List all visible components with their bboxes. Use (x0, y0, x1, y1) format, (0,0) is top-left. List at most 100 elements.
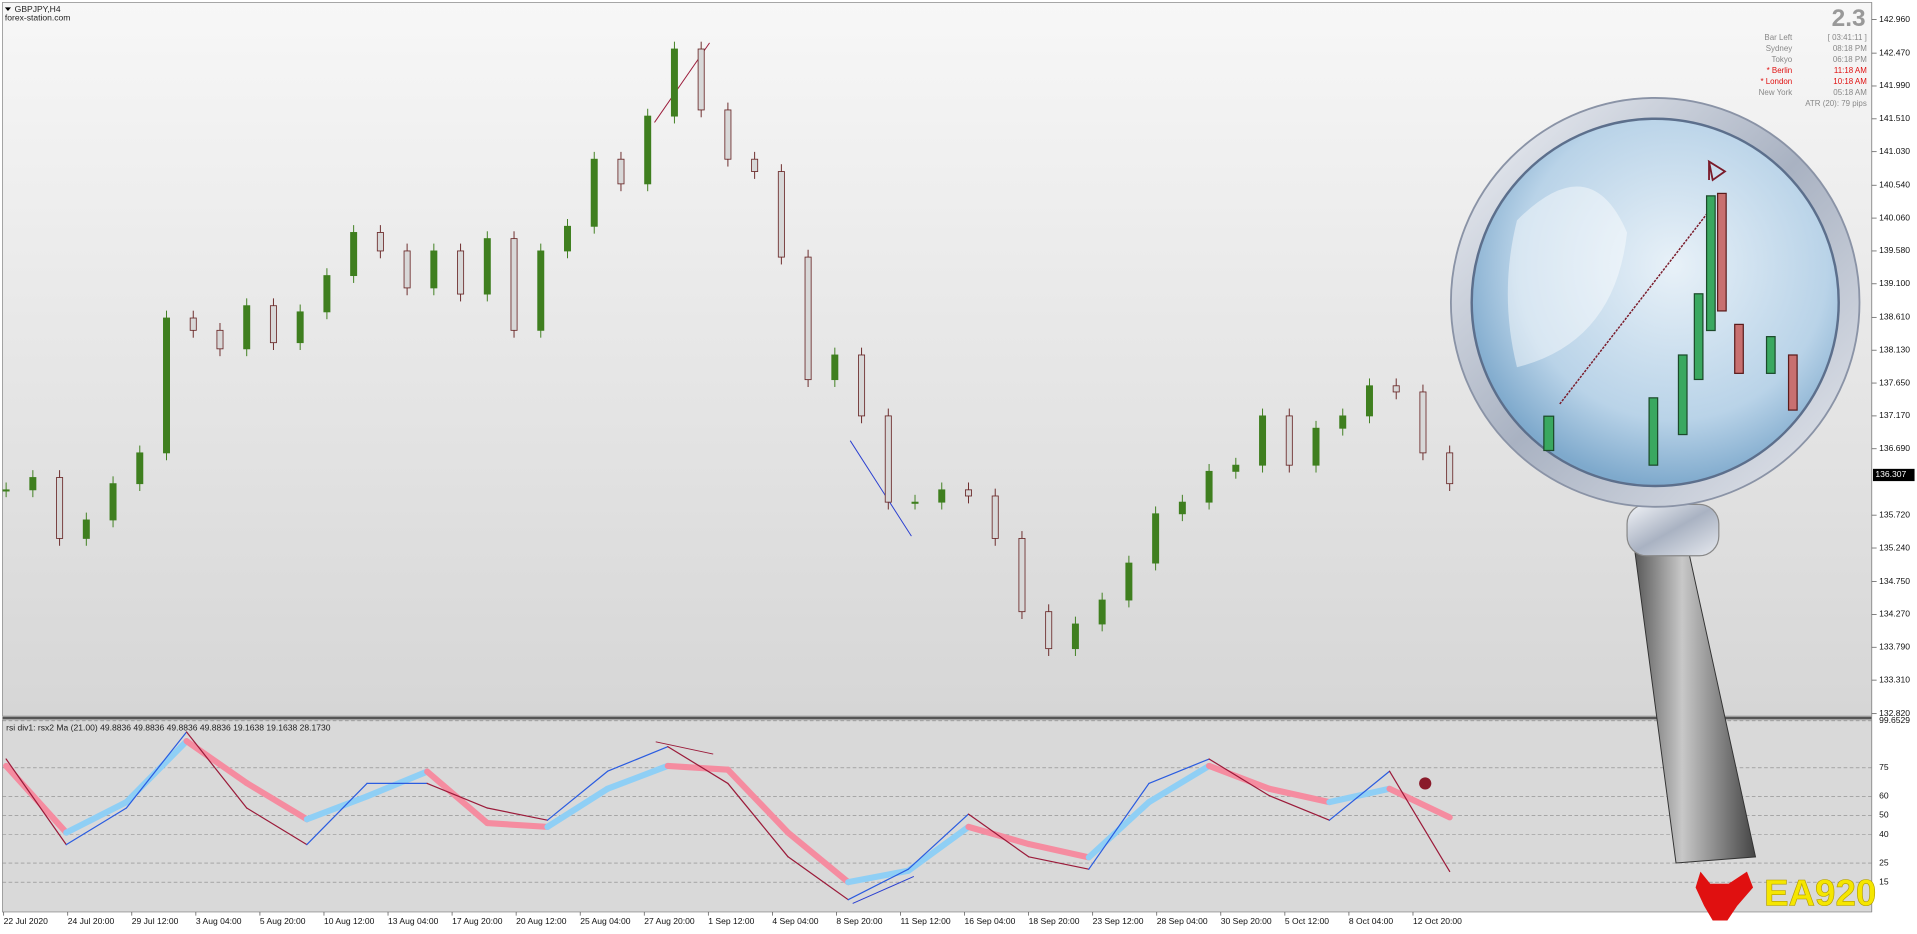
divergence-line (849, 440, 912, 537)
info-value: 05:18 AM (1833, 88, 1867, 97)
indicator-segment (724, 766, 792, 836)
candle (938, 489, 946, 503)
zoom-candle (1787, 354, 1798, 411)
y-tick-label: 141.990 (1879, 80, 1910, 90)
signal-dot (1419, 777, 1432, 790)
candle (617, 158, 625, 185)
x-tick-label: 4 Sep 04:00 (772, 916, 818, 926)
info-label: Bar Left (1764, 33, 1793, 42)
candle (751, 158, 759, 172)
info-panel: Bar Left [ 03:41:11 ] Sydney 08:18 PM Tokyo 0… (1759, 33, 1867, 108)
zoom-divergence (1559, 213, 1708, 405)
candle (323, 275, 331, 313)
indicator-segment (784, 829, 852, 886)
indicator-segment (303, 793, 371, 823)
y-tick-label: 138.610 (1879, 312, 1910, 322)
x-tick-label: 22 Jul 2020 (4, 916, 48, 926)
indicator-segment (65, 807, 128, 846)
logo-icon (1695, 871, 1754, 921)
indicator-segment (1025, 840, 1092, 861)
y-tick-label: 139.580 (1879, 245, 1910, 255)
candle (965, 489, 972, 497)
indicator-segment (664, 762, 731, 773)
indicator-segment (967, 813, 1030, 858)
indicator-segment (486, 807, 549, 821)
y-tick-label: 15 (1879, 876, 1889, 886)
candle (777, 171, 785, 258)
indicator-segment (845, 867, 912, 886)
y-tick-label: 139.100 (1879, 278, 1910, 288)
candle (537, 250, 545, 331)
candle (510, 238, 518, 331)
y-tick-label: 132.820 (1879, 708, 1910, 718)
y-tick-label: 141.510 (1879, 113, 1910, 123)
candle (1071, 623, 1079, 650)
indicator-segment (1266, 785, 1333, 806)
candle (269, 305, 277, 344)
indicator-segment (905, 823, 972, 874)
candle (724, 109, 732, 160)
candle (831, 354, 839, 381)
menu-icon (4, 7, 12, 12)
candle (884, 415, 892, 503)
indicator-segment (604, 762, 671, 792)
logo: EA920 (1764, 873, 1876, 914)
candle (1045, 611, 1053, 650)
candle (911, 501, 919, 504)
candle (56, 477, 64, 539)
y-tick-label: 60 (1879, 791, 1889, 801)
x-tick-label: 10 Aug 12:00 (324, 916, 375, 926)
y-tick-label: 138.130 (1879, 344, 1910, 354)
candle (430, 250, 438, 289)
candle (1018, 538, 1026, 613)
indicator-segment (1268, 795, 1330, 821)
plot: 22 Jul 2020 24 Jul 20:00 29 Jul 12:00 3 Aug… (2, 14, 1915, 926)
y-tick-label: 134.750 (1879, 576, 1910, 586)
indicator-segment (5, 758, 67, 846)
candle (564, 225, 571, 252)
indicator-segment (306, 782, 368, 846)
zoom-candle (1648, 397, 1659, 466)
indicator-segment (123, 738, 190, 806)
indicator-segment (1328, 770, 1391, 821)
indicator-segment (183, 738, 250, 787)
indicator-segment (426, 782, 488, 809)
current-price: 136.307 (1875, 469, 1906, 479)
indicator-segment (546, 770, 609, 821)
candle (136, 452, 144, 485)
divergence-line (852, 876, 915, 904)
lens-glare (1507, 186, 1628, 368)
x-tick-label: 1 Sep 12:00 (708, 916, 754, 926)
candle (163, 317, 170, 454)
zoom-candle (1705, 195, 1716, 332)
candle (2, 489, 10, 492)
candle (189, 317, 197, 331)
info-label: Tokyo (1771, 55, 1792, 64)
info-label: * London (1760, 77, 1792, 86)
y-tick-label: 133.310 (1879, 674, 1910, 684)
candle (350, 232, 358, 277)
atr: ATR (20): 79 pips (1805, 99, 1867, 108)
candle (1098, 599, 1106, 625)
x-tick-label: 5 Aug 20:00 (260, 916, 306, 926)
y-tick-label: 137.650 (1879, 377, 1910, 387)
candle (1392, 385, 1400, 393)
source: forex-station.com (5, 13, 71, 23)
info-label: * Berlin (1767, 66, 1793, 75)
x-tick-label: 12 Oct 20:00 (1413, 916, 1462, 926)
candle (670, 48, 678, 117)
candle (1446, 452, 1454, 485)
magnifier-neck (1626, 503, 1720, 557)
magnifier-lens (1470, 117, 1840, 488)
indicator-segment (1085, 799, 1152, 861)
y-tick-label: 99.6529 (1879, 715, 1910, 725)
indicator-segment (1088, 782, 1150, 870)
indicator-title: rsi div1: rsx2 Ma (21.00) 49.8836 49.883… (6, 723, 331, 733)
indicator-segment (185, 731, 248, 809)
y-tick-label: 134.270 (1879, 609, 1910, 619)
y-tick-label: 142.470 (1879, 47, 1910, 57)
symbol: GBPJPY,H4 (15, 4, 61, 14)
indicator-segment (125, 731, 188, 809)
y-tick-label: 137.170 (1879, 410, 1910, 420)
